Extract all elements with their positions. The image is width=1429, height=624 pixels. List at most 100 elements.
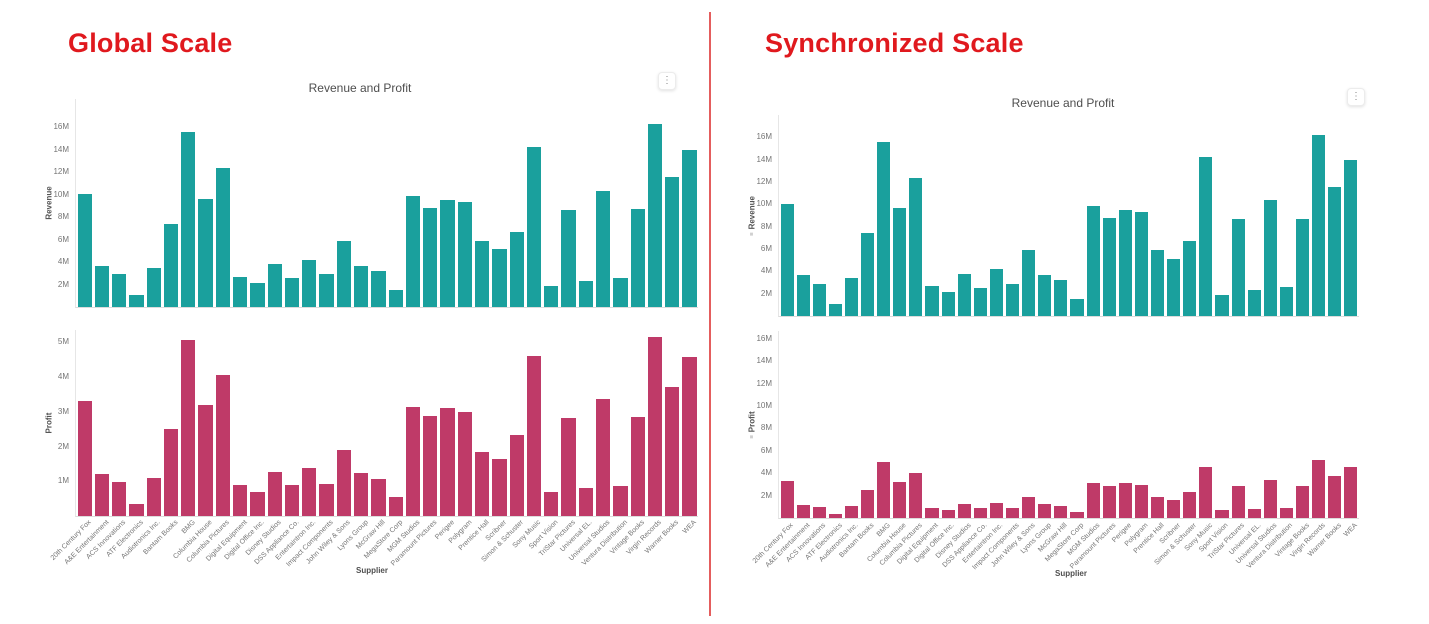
profit-bar[interactable] bbox=[682, 357, 697, 516]
revenue-bar[interactable] bbox=[1328, 186, 1342, 316]
profit-bar[interactable] bbox=[989, 502, 1004, 518]
revenue-bar[interactable] bbox=[302, 259, 317, 307]
profit-bar[interactable] bbox=[973, 507, 987, 518]
revenue-bar[interactable] bbox=[509, 231, 524, 307]
revenue-bar[interactable] bbox=[1054, 280, 1068, 316]
revenue-bar[interactable] bbox=[129, 294, 144, 307]
revenue-bar[interactable] bbox=[336, 240, 351, 307]
profit-bar[interactable] bbox=[1199, 466, 1213, 518]
profit-bar[interactable] bbox=[1038, 504, 1052, 518]
revenue-bar[interactable] bbox=[1215, 294, 1229, 316]
profit-bar[interactable] bbox=[215, 375, 231, 516]
revenue-bar[interactable] bbox=[319, 274, 334, 307]
profit-bar[interactable] bbox=[492, 459, 507, 516]
revenue-bar[interactable] bbox=[665, 176, 680, 307]
profit-bar[interactable] bbox=[861, 490, 875, 518]
revenue-bar[interactable] bbox=[561, 209, 576, 307]
revenue-bar[interactable] bbox=[780, 203, 794, 316]
profit-bar[interactable] bbox=[112, 482, 127, 516]
revenue-bar[interactable] bbox=[405, 196, 421, 307]
revenue-bar[interactable] bbox=[440, 200, 455, 307]
revenue-bar[interactable] bbox=[796, 275, 810, 316]
revenue-bar[interactable] bbox=[1247, 289, 1261, 316]
revenue-bar[interactable] bbox=[94, 266, 110, 307]
profit-bar[interactable] bbox=[181, 340, 196, 516]
revenue-bar[interactable] bbox=[1134, 212, 1149, 316]
profit-bar[interactable] bbox=[844, 505, 859, 518]
profit-bar[interactable] bbox=[423, 415, 438, 516]
profit-bar[interactable] bbox=[1231, 486, 1245, 518]
profit-bar[interactable] bbox=[925, 508, 939, 518]
profit-bar[interactable] bbox=[544, 492, 559, 516]
profit-bar[interactable] bbox=[129, 503, 144, 516]
revenue-bar[interactable] bbox=[1263, 200, 1277, 316]
revenue-bar[interactable] bbox=[989, 269, 1004, 316]
profit-bar[interactable] bbox=[1296, 486, 1310, 518]
profit-bar[interactable] bbox=[828, 514, 842, 518]
revenue-bar[interactable] bbox=[909, 178, 923, 316]
profit-bar[interactable] bbox=[354, 472, 369, 516]
revenue-bar[interactable] bbox=[1279, 287, 1293, 316]
profit-bar[interactable] bbox=[1215, 510, 1229, 518]
revenue-bar[interactable] bbox=[957, 273, 971, 316]
profit-bar[interactable] bbox=[665, 386, 680, 516]
profit-bar[interactable] bbox=[336, 449, 351, 516]
profit-bar[interactable] bbox=[578, 487, 593, 516]
revenue-bar[interactable] bbox=[630, 209, 645, 307]
profit-bar[interactable] bbox=[1328, 476, 1342, 518]
revenue-bar[interactable] bbox=[112, 274, 127, 307]
revenue-bar[interactable] bbox=[1038, 275, 1052, 316]
profit-bar[interactable] bbox=[405, 406, 421, 516]
profit-bar[interactable] bbox=[877, 461, 891, 518]
profit-bar[interactable] bbox=[1118, 483, 1132, 518]
profit-bar[interactable] bbox=[371, 478, 386, 516]
profit-bar[interactable] bbox=[198, 404, 213, 516]
revenue-bar[interactable] bbox=[1070, 299, 1084, 316]
revenue-bar[interactable] bbox=[250, 282, 265, 307]
revenue-bar[interactable] bbox=[388, 290, 403, 307]
revenue-bar[interactable] bbox=[1296, 218, 1310, 316]
revenue-bar[interactable] bbox=[844, 277, 859, 316]
profit-bar[interactable] bbox=[1054, 505, 1068, 518]
profit-bar[interactable] bbox=[509, 435, 524, 516]
revenue-bar[interactable] bbox=[1102, 217, 1116, 316]
profit-bar[interactable] bbox=[163, 429, 179, 516]
revenue-bar[interactable] bbox=[941, 292, 955, 316]
revenue-bar[interactable] bbox=[682, 149, 697, 307]
profit-bar[interactable] bbox=[1263, 480, 1277, 518]
revenue-bar[interactable] bbox=[578, 280, 593, 307]
revenue-bar[interactable] bbox=[925, 285, 939, 316]
profit-bar[interactable] bbox=[796, 504, 810, 518]
profit-bar[interactable] bbox=[812, 507, 826, 518]
revenue-bar[interactable] bbox=[544, 285, 559, 307]
profit-bar[interactable] bbox=[284, 484, 300, 516]
revenue-bar[interactable] bbox=[877, 141, 891, 316]
revenue-bar[interactable] bbox=[492, 249, 507, 307]
profit-bar[interactable] bbox=[388, 497, 403, 516]
profit-bar[interactable] bbox=[233, 485, 248, 516]
revenue-bar[interactable] bbox=[215, 168, 231, 307]
profit-bar[interactable] bbox=[250, 492, 265, 516]
revenue-bar[interactable] bbox=[812, 283, 826, 316]
profit-bar[interactable] bbox=[1183, 492, 1197, 518]
profit-bar[interactable] bbox=[1279, 508, 1293, 518]
revenue-bar[interactable] bbox=[1151, 250, 1165, 316]
revenue-bar[interactable] bbox=[647, 124, 663, 307]
revenue-bar[interactable] bbox=[1231, 219, 1245, 316]
right-more-options-button[interactable]: ⋮ bbox=[1347, 88, 1365, 106]
profit-bar[interactable] bbox=[1247, 508, 1261, 518]
revenue-bar[interactable] bbox=[861, 233, 875, 316]
profit-bar[interactable] bbox=[893, 482, 907, 518]
revenue-bar[interactable] bbox=[613, 277, 628, 307]
revenue-bar[interactable] bbox=[1022, 250, 1036, 316]
profit-bar[interactable] bbox=[1312, 460, 1326, 518]
profit-bar[interactable] bbox=[319, 484, 334, 516]
revenue-bar[interactable] bbox=[1199, 157, 1213, 316]
revenue-bar[interactable] bbox=[233, 276, 248, 307]
profit-bar[interactable] bbox=[909, 472, 923, 518]
profit-bar[interactable] bbox=[1151, 497, 1165, 518]
revenue-bar[interactable] bbox=[457, 202, 472, 307]
revenue-bar[interactable] bbox=[973, 287, 987, 316]
profit-bar[interactable] bbox=[1006, 507, 1020, 518]
revenue-bar[interactable] bbox=[163, 223, 179, 307]
